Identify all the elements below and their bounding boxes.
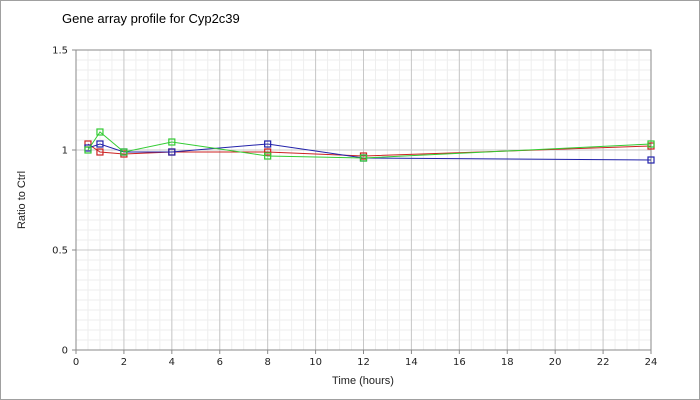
x-axis-label: Time (hours) bbox=[332, 375, 394, 387]
x-tick-label: 2 bbox=[121, 357, 127, 368]
y-axis-label: Ratio to Ctrl bbox=[16, 171, 28, 229]
data-point[interactable] bbox=[120, 148, 128, 156]
y-axis-ticks: 0 0.5 1 1.5 bbox=[52, 46, 76, 357]
x-tick-label: 16 bbox=[453, 357, 466, 368]
y-tick-label: 1.5 bbox=[52, 46, 68, 57]
data-point[interactable] bbox=[647, 140, 655, 148]
y-tick-label: 0 bbox=[62, 346, 68, 357]
data-point[interactable] bbox=[96, 140, 104, 148]
series-layer bbox=[84, 128, 655, 164]
data-point[interactable] bbox=[168, 148, 176, 156]
data-point[interactable] bbox=[359, 154, 368, 162]
series-line bbox=[87, 131, 652, 159]
data-point[interactable] bbox=[168, 138, 176, 146]
y-tick-label: 1 bbox=[62, 146, 68, 157]
data-point[interactable] bbox=[264, 140, 272, 148]
x-tick-label: 24 bbox=[645, 357, 658, 368]
y-tick-label: 0.5 bbox=[52, 246, 68, 257]
data-point[interactable] bbox=[264, 148, 272, 156]
x-tick-label: 0 bbox=[73, 357, 79, 368]
x-tick-label: 12 bbox=[357, 357, 370, 368]
data-point[interactable] bbox=[647, 156, 655, 164]
x-tick-label: 8 bbox=[264, 357, 270, 368]
x-axis-ticks: 0 2 4 6 8 10 12 14 16 18 20 22 24 bbox=[73, 350, 658, 368]
x-tick-label: 10 bbox=[309, 357, 322, 368]
data-point[interactable] bbox=[84, 146, 92, 154]
chart-title: Gene array profile for Cyp2c39 bbox=[62, 11, 240, 26]
x-tick-label: 6 bbox=[217, 357, 223, 368]
x-tick-label: 4 bbox=[169, 357, 175, 368]
x-tick-label: 20 bbox=[549, 357, 562, 368]
data-point[interactable] bbox=[96, 128, 104, 136]
x-tick-label: 22 bbox=[597, 357, 610, 368]
series-2 bbox=[84, 128, 655, 162]
data-point[interactable] bbox=[96, 148, 104, 156]
data-point[interactable] bbox=[264, 152, 272, 160]
x-tick-label: 18 bbox=[501, 357, 514, 368]
x-tick-label: 14 bbox=[405, 357, 418, 368]
